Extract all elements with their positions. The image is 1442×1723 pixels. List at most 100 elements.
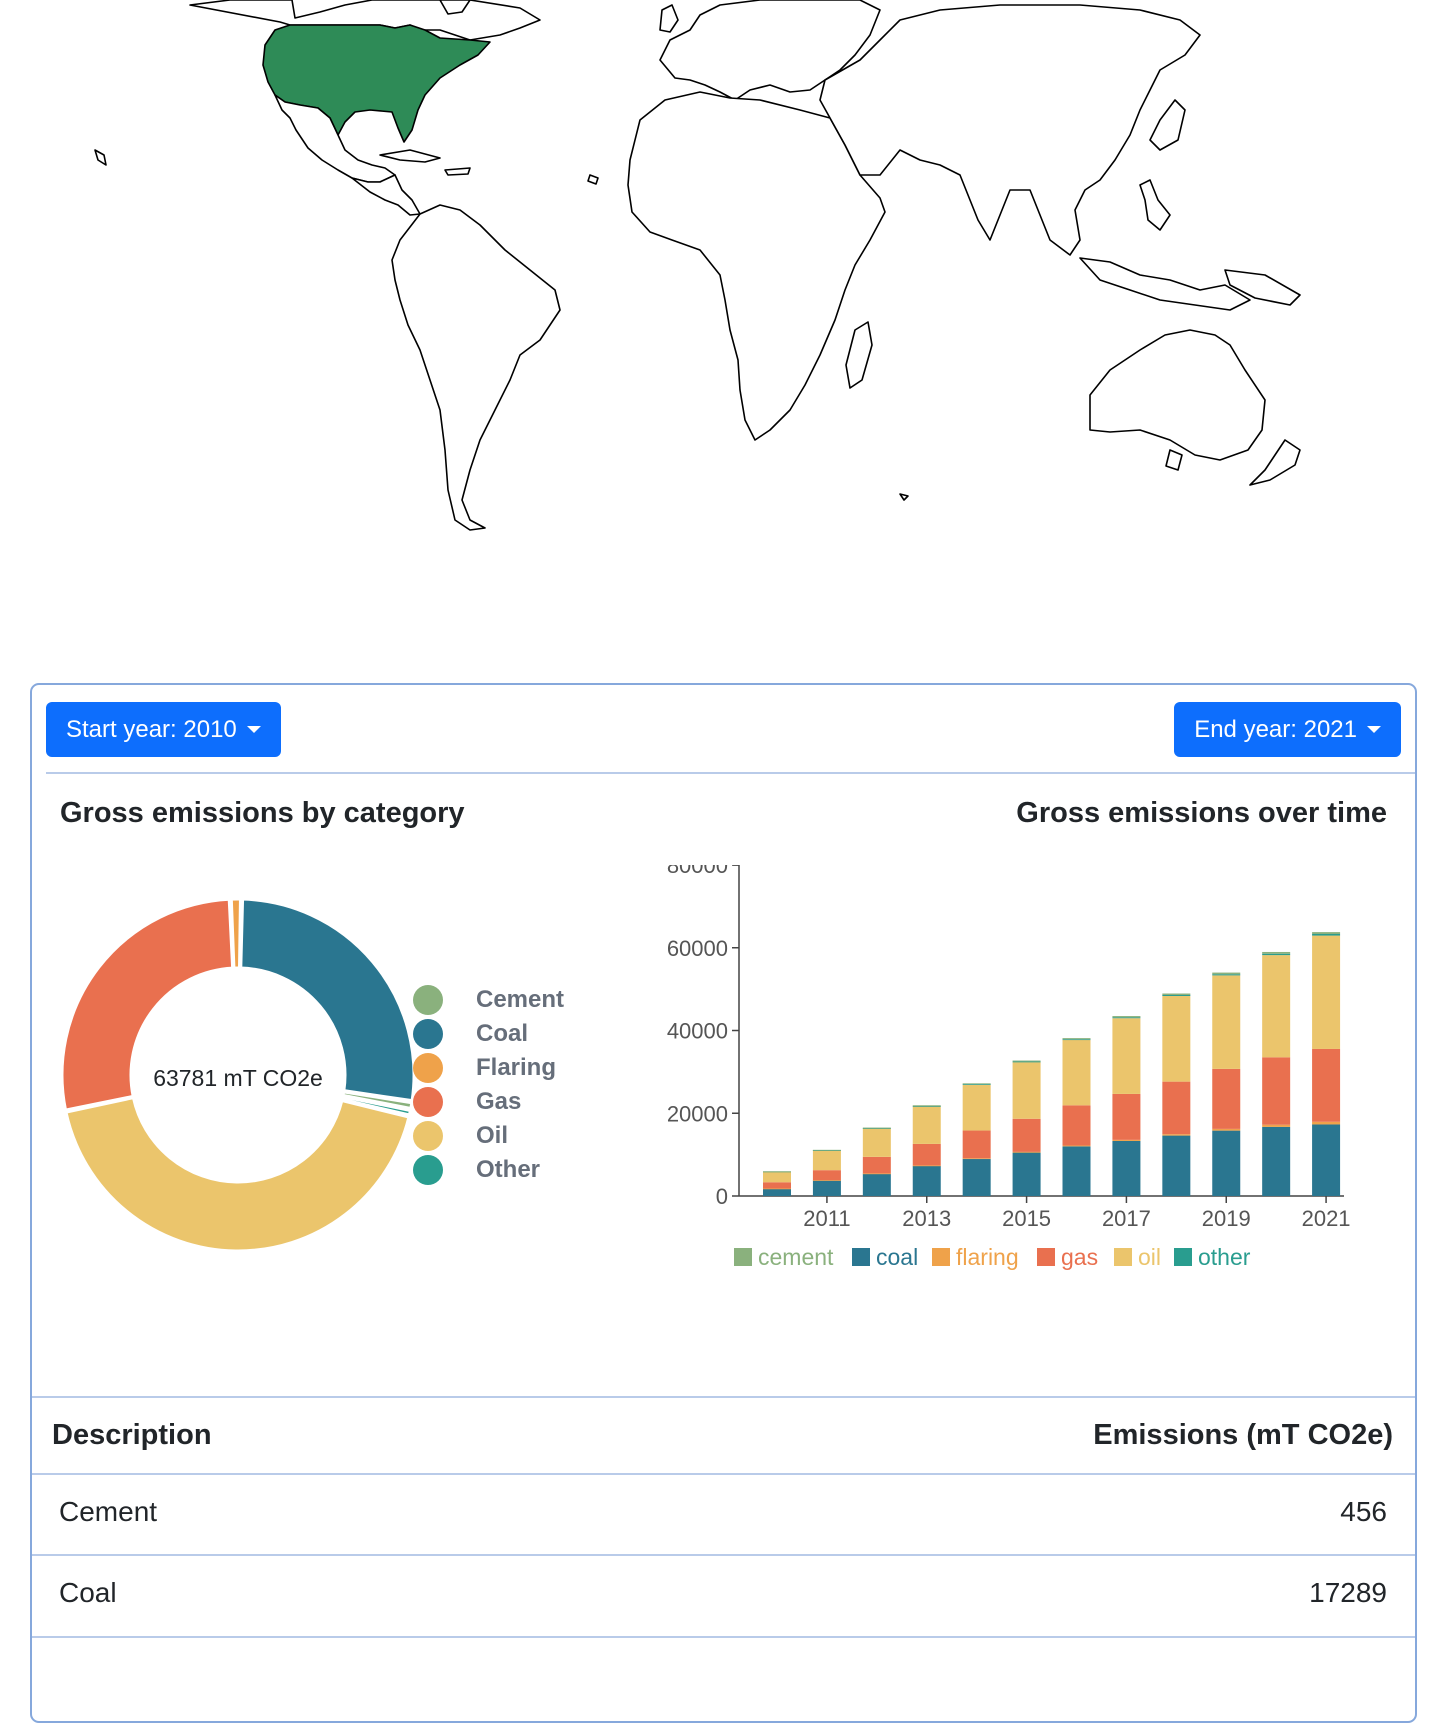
bar-oil-2018[interactable]	[1162, 995, 1191, 1082]
bar-gas-2014[interactable]	[962, 1130, 991, 1159]
bar-flaring-2017[interactable]	[1112, 1139, 1141, 1141]
bar-other-2019[interactable]	[1212, 974, 1241, 976]
bar-other-2012[interactable]	[862, 1128, 891, 1129]
table-row[interactable]: Coal 17289	[32, 1555, 1415, 1640]
bar-coal-2013[interactable]	[912, 1165, 941, 1196]
bar-gas-2015[interactable]	[1012, 1118, 1041, 1152]
bar-other-2020[interactable]	[1262, 953, 1291, 956]
map-region-indonesia[interactable]	[1079, 257, 1251, 311]
map-country-philippines[interactable]	[1139, 179, 1171, 231]
column-header-description[interactable]: Description	[52, 1419, 212, 1451]
bar-cement-2017[interactable]	[1112, 1016, 1141, 1018]
bar-other-2017[interactable]	[1112, 1017, 1141, 1019]
legend-item-cement[interactable]: Cement	[413, 985, 564, 1015]
map-country-papua[interactable]	[1224, 269, 1301, 306]
bar-flaring-2013[interactable]	[912, 1165, 941, 1167]
legend-item-oil[interactable]: oil	[1114, 1244, 1161, 1270]
bar-coal-2020[interactable]	[1262, 1126, 1291, 1196]
bar-cement-2020[interactable]	[1262, 951, 1291, 954]
map-country-japan[interactable]	[1149, 99, 1186, 151]
bar-flaring-2014[interactable]	[962, 1158, 991, 1160]
legend-item-flaring[interactable]: flaring	[932, 1244, 1019, 1270]
bar-oil-2011[interactable]	[812, 1150, 841, 1171]
bar-cement-2021[interactable]	[1312, 932, 1341, 934]
bar-other-2016[interactable]	[1062, 1039, 1091, 1041]
bar-coal-2015[interactable]	[1012, 1152, 1041, 1196]
legend-item-coal[interactable]: coal	[852, 1244, 918, 1270]
bar-coal-2010[interactable]	[763, 1188, 791, 1196]
bar-oil-2012[interactable]	[862, 1128, 891, 1157]
pie-slice-coal[interactable]	[239, 897, 416, 1103]
bar-oil-2021[interactable]	[1312, 935, 1341, 1049]
bar-coal-2014[interactable]	[962, 1158, 991, 1196]
bar-oil-2013[interactable]	[912, 1106, 941, 1144]
bar-cement-2016[interactable]	[1062, 1038, 1091, 1040]
bar-gas-2018[interactable]	[1162, 1081, 1191, 1135]
stacked-bar-chart[interactable]: 0 20000 40000 60000 80000 2011 2013 2015 2017 201…	[622, 865, 1382, 1315]
bar-other-2021[interactable]	[1312, 933, 1341, 936]
pie-slice-oil[interactable]	[64, 1095, 411, 1253]
bar-coal-2019[interactable]	[1212, 1130, 1241, 1196]
bar-flaring-2012[interactable]	[862, 1173, 891, 1175]
bar-gas-2013[interactable]	[912, 1143, 941, 1166]
bar-flaring-2010[interactable]	[763, 1188, 791, 1190]
map-country-madagascar[interactable]	[845, 321, 873, 389]
donut-chart[interactable]	[32, 875, 432, 1275]
pie-slice-gas[interactable]	[60, 897, 235, 1112]
table-row[interactable]: Cement 456	[32, 1474, 1415, 1559]
legend-item-oil[interactable]: Oil	[413, 1121, 508, 1151]
legend-item-coal[interactable]: Coal	[413, 1019, 528, 1049]
bar-cement-2012[interactable]	[862, 1127, 891, 1129]
bar-oil-2017[interactable]	[1112, 1018, 1141, 1094]
bar-gas-2010[interactable]	[763, 1182, 791, 1189]
bar-other-2014[interactable]	[962, 1084, 991, 1085]
bar-oil-2016[interactable]	[1062, 1039, 1091, 1106]
bar-oil-2010[interactable]	[763, 1171, 791, 1183]
bar-cement-2011[interactable]	[812, 1149, 841, 1151]
bar-flaring-2019[interactable]	[1212, 1128, 1241, 1131]
bar-cement-2010[interactable]	[763, 1171, 791, 1173]
bar-gas-2020[interactable]	[1262, 1057, 1291, 1125]
bar-other-2013[interactable]	[912, 1105, 941, 1107]
bar-gas-2021[interactable]	[1312, 1048, 1341, 1122]
legend-item-other[interactable]: Other	[413, 1155, 540, 1185]
map-region-caribbean[interactable]	[379, 149, 441, 163]
map-country-new-zealand[interactable]	[1249, 439, 1301, 486]
pie-slice-flaring[interactable]	[229, 897, 242, 970]
bar-other-2015[interactable]	[1012, 1061, 1041, 1063]
start-year-dropdown[interactable]: Start year: 2010	[46, 702, 281, 757]
bar-oil-2019[interactable]	[1212, 975, 1241, 1069]
legend-item-other[interactable]: other	[1174, 1244, 1251, 1270]
legend-item-cement[interactable]: cement	[734, 1244, 834, 1270]
end-year-dropdown[interactable]: End year: 2021	[1174, 702, 1401, 757]
bar-flaring-2015[interactable]	[1012, 1151, 1041, 1153]
bar-gas-2016[interactable]	[1062, 1105, 1091, 1146]
bar-gas-2019[interactable]	[1212, 1068, 1241, 1129]
map-country-uk[interactable]	[659, 4, 679, 33]
bar-flaring-2021[interactable]	[1312, 1121, 1341, 1125]
bar-cement-2019[interactable]	[1212, 972, 1241, 975]
bar-coal-2018[interactable]	[1162, 1135, 1191, 1196]
world-map[interactable]	[0, 0, 1442, 600]
bar-cement-2018[interactable]	[1162, 993, 1191, 996]
map-continent-asia[interactable]	[819, 4, 1201, 256]
legend-item-flaring[interactable]: Flaring	[413, 1053, 556, 1083]
bar-other-2018[interactable]	[1162, 995, 1191, 996]
bar-cement-2013[interactable]	[912, 1105, 941, 1107]
bar-oil-2015[interactable]	[1012, 1062, 1041, 1119]
legend-item-gas[interactable]: Gas	[413, 1087, 521, 1117]
column-header-emissions[interactable]: Emissions (mT CO2e)	[1093, 1419, 1393, 1451]
bar-flaring-2020[interactable]	[1262, 1124, 1291, 1127]
bar-cement-2015[interactable]	[1012, 1060, 1041, 1062]
map-region-central-america[interactable]	[351, 174, 421, 216]
bar-coal-2011[interactable]	[812, 1180, 841, 1196]
bar-oil-2014[interactable]	[962, 1084, 991, 1131]
bar-flaring-2011[interactable]	[812, 1180, 841, 1181]
bar-coal-2012[interactable]	[862, 1173, 891, 1196]
bar-oil-2020[interactable]	[1262, 955, 1291, 1058]
legend-item-gas[interactable]: gas	[1037, 1244, 1098, 1270]
bar-cement-2014[interactable]	[962, 1083, 991, 1085]
map-country-australia[interactable]	[1089, 329, 1266, 461]
bar-gas-2017[interactable]	[1112, 1093, 1141, 1140]
map-country-greenland[interactable]	[439, 0, 471, 15]
